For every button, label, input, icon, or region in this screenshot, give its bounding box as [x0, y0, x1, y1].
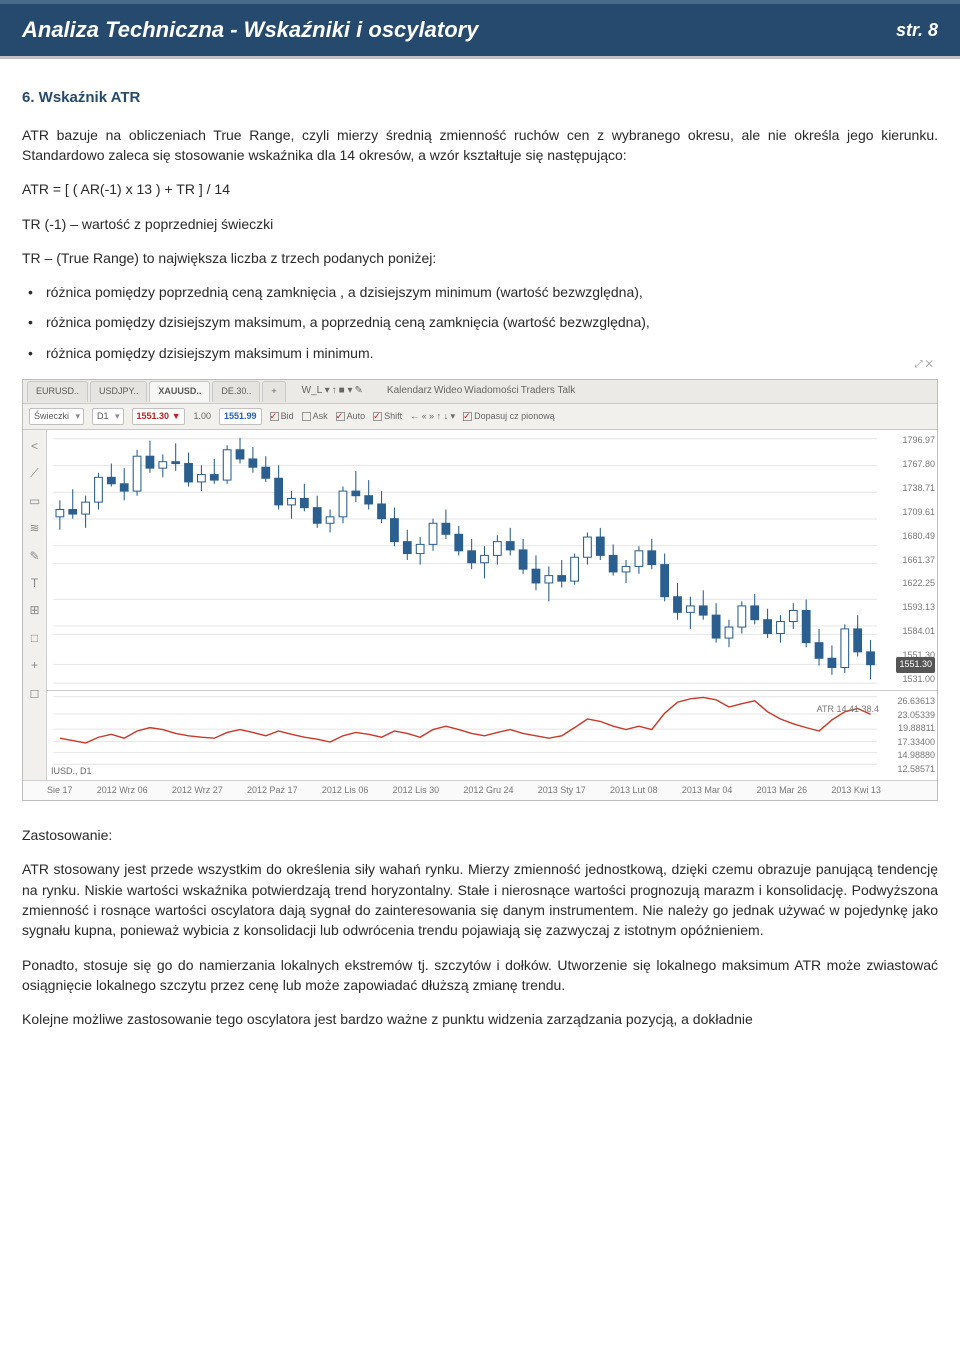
- toolbar-check[interactable]: Dopasuj cz pionową: [463, 410, 555, 423]
- spread-value: 1.00: [193, 410, 211, 423]
- zastosowanie-p1: ATR stosowany jest przede wszystkim do o…: [22, 859, 938, 940]
- menu-item[interactable]: Wiadomości: [464, 384, 518, 399]
- chart-tab-active[interactable]: XAUUSD..: [149, 381, 210, 401]
- intro-paragraph: ATR bazuje na obliczeniach True Range, c…: [22, 125, 938, 166]
- page-number: str. 8: [896, 17, 938, 43]
- toolbar-check[interactable]: Auto: [336, 410, 366, 423]
- zastosowanie-p3: Kolejne możliwe zastosowanie tego oscyla…: [22, 1009, 938, 1029]
- tool-icon[interactable]: ◻: [30, 685, 40, 702]
- menu-item[interactable]: W_L ▾: [302, 384, 330, 399]
- atr-indicator-label: ATR 14.41 38.4: [817, 703, 879, 716]
- window-controls-icon[interactable]: ⤢ ✕: [915, 358, 933, 373]
- left-toolbar: < ⟋ ▭ ≋ ✎ T ⊞ □ + ◻: [23, 430, 47, 780]
- atr-y-axis: 26.6361323.0533919.8881117.3340014.98880…: [897, 691, 935, 780]
- chart-tab-bar: EURUSD.. USDJPY.. XAUUSD.. DE.30.. + W_L…: [23, 380, 937, 404]
- definition-tr: TR – (True Range) to największa liczba z…: [22, 248, 938, 268]
- current-price-tag: 1551.30: [896, 657, 935, 672]
- chart-toolbar: Świeczki D1 1551.30 ▼ 1.00 1551.99 Bid A…: [23, 404, 937, 430]
- tool-icon[interactable]: ≋: [29, 520, 39, 537]
- page-header: Analiza Techniczna - Wskaźniki i oscylat…: [0, 0, 960, 59]
- atr-formula: ATR = [ ( AR(-1) x 13 ) + TR ] / 14: [22, 179, 938, 199]
- list-item: różnica pomiędzy dzisiejszym maksimum, a…: [28, 312, 938, 332]
- tool-icon[interactable]: <: [31, 438, 38, 455]
- chart-body: < ⟋ ▭ ≋ ✎ T ⊞ □ + ◻ 1796.971767.801738.7…: [23, 430, 937, 780]
- menu-item[interactable]: ↑: [332, 384, 337, 399]
- page-title: Analiza Techniczna - Wskaźniki i oscylat…: [22, 14, 478, 46]
- toolbar-check[interactable]: Shift: [373, 410, 402, 423]
- section-heading: 6. Wskaźnik ATR: [22, 87, 938, 109]
- price-candlestick-chart: [47, 430, 937, 690]
- toolbar-check[interactable]: Bid: [270, 410, 294, 423]
- timeframe-select[interactable]: D1: [92, 408, 124, 425]
- shift-controls[interactable]: ← « » ↑ ↓ ▾: [410, 410, 455, 423]
- chart-tab[interactable]: EURUSD..: [27, 381, 88, 401]
- toolbar-check[interactable]: Ask: [302, 410, 328, 423]
- price-y-axis: 1796.971767.801738.711709.611680.491661.…: [902, 430, 935, 690]
- add-tab-button[interactable]: +: [262, 381, 285, 401]
- tool-icon[interactable]: ✎: [29, 548, 39, 565]
- chart-tab[interactable]: USDJPY..: [90, 381, 147, 401]
- menu-item[interactable]: Traders Talk: [521, 384, 575, 399]
- chart-screenshot: EURUSD.. USDJPY.. XAUUSD.. DE.30.. + W_L…: [22, 379, 938, 801]
- tool-icon[interactable]: ▭: [29, 493, 40, 510]
- bid-price[interactable]: 1551.30 ▼: [132, 408, 186, 425]
- tool-icon[interactable]: ⊞: [29, 602, 39, 619]
- ask-price[interactable]: 1551.99: [219, 408, 262, 425]
- zastosowanie-label: Zastosowanie:: [22, 825, 938, 845]
- menu-item[interactable]: Wideo: [434, 384, 462, 399]
- tool-icon[interactable]: T: [31, 575, 38, 592]
- pair-label: IUSD., D1: [51, 765, 92, 778]
- zastosowanie-p2: Ponadto, stosuje się go do namierzania l…: [22, 955, 938, 996]
- chart-plot-area[interactable]: 1796.971767.801738.711709.611680.491661.…: [47, 430, 937, 780]
- menu-item[interactable]: Kalendarz: [387, 384, 432, 399]
- bullet-list: różnica pomiędzy poprzednią ceną zamknię…: [22, 282, 938, 363]
- tool-icon[interactable]: ⟋: [30, 465, 38, 482]
- menu-item[interactable]: ■ ▾: [339, 384, 353, 399]
- definition-tr-prev: TR (-1) – wartość z poprzedniej świeczki: [22, 214, 938, 234]
- tool-icon[interactable]: □: [31, 630, 38, 647]
- menu-item[interactable]: ✎: [355, 384, 363, 399]
- list-item: różnica pomiędzy poprzednią ceną zamknię…: [28, 282, 938, 302]
- tool-icon[interactable]: +: [31, 657, 38, 674]
- atr-line-chart: [47, 691, 937, 781]
- page-content: 6. Wskaźnik ATR ATR bazuje na obliczenia…: [0, 59, 960, 1042]
- list-item: różnica pomiędzy dzisiejszym maksimum i …: [28, 343, 938, 363]
- chart-tab[interactable]: DE.30..: [212, 381, 260, 401]
- chart-type-select[interactable]: Świeczki: [29, 408, 84, 425]
- chart-x-axis: Sie 172012 Wrz 062012 Wrz 272012 Paź 172…: [23, 780, 937, 800]
